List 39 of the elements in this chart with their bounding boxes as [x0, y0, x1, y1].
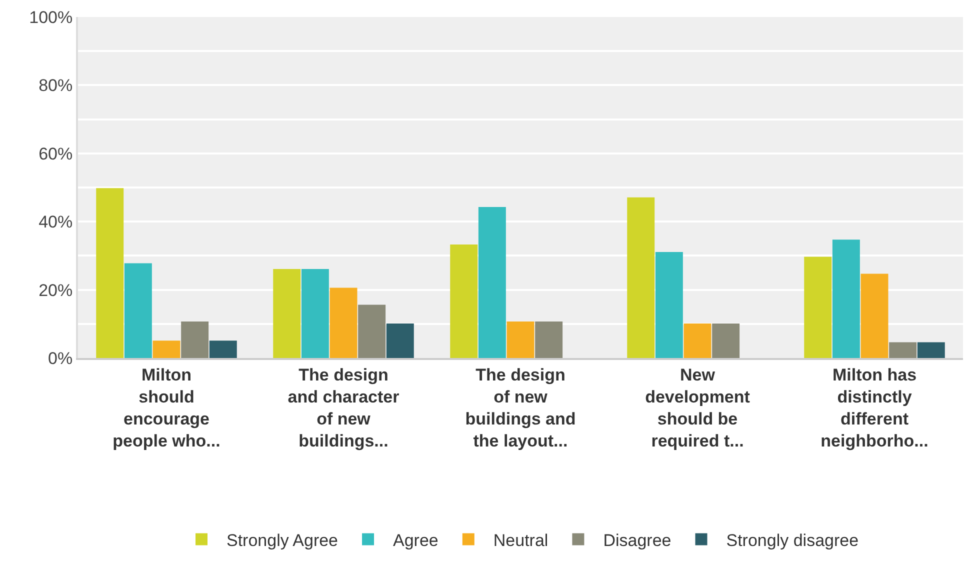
- y-tick-label: 40%: [38, 212, 73, 232]
- bar: [386, 324, 414, 358]
- x-tick-label: New development should be required t...: [645, 365, 750, 451]
- legend-label: Strongly Agree: [226, 530, 338, 550]
- bar: [506, 322, 534, 358]
- bar: [860, 274, 888, 358]
- bar: [478, 206, 506, 358]
- bar: [712, 324, 740, 358]
- bar: [330, 288, 358, 358]
- bar: [152, 340, 180, 358]
- bar: [627, 197, 655, 358]
- bar: [358, 304, 386, 358]
- legend-label: Neutral: [493, 530, 548, 550]
- bar: [917, 342, 945, 358]
- legend-label: Disagree: [603, 530, 672, 550]
- bar: [209, 340, 237, 358]
- y-tick-label: 60%: [38, 144, 73, 164]
- bar: [655, 252, 683, 358]
- bar: [450, 244, 478, 358]
- x-tick-label: Milton has distinctly different neighborho...: [820, 365, 928, 451]
- x-tick-label: Milton should encourage people who...: [112, 365, 220, 451]
- bar: [832, 240, 860, 358]
- legend-label: Strongly disagree: [726, 530, 859, 550]
- bar: [96, 188, 124, 358]
- y-tick-label: 0%: [48, 348, 73, 368]
- bar: [889, 342, 917, 358]
- bar: [684, 324, 712, 358]
- bar: [804, 256, 832, 358]
- bar: [273, 269, 301, 358]
- x-tick-label: The design of new buildings and the layout...: [465, 365, 576, 451]
- y-tick-label: 20%: [38, 280, 73, 300]
- bar: [535, 322, 563, 358]
- legend-label: Agree: [393, 530, 438, 550]
- bar: [181, 322, 209, 358]
- y-tick-label: 100%: [29, 8, 73, 27]
- y-tick-label: 80%: [38, 76, 73, 96]
- bar: [301, 269, 329, 358]
- bar: [124, 263, 152, 358]
- x-tick-label: The design and character of new buildings...: [288, 365, 400, 451]
